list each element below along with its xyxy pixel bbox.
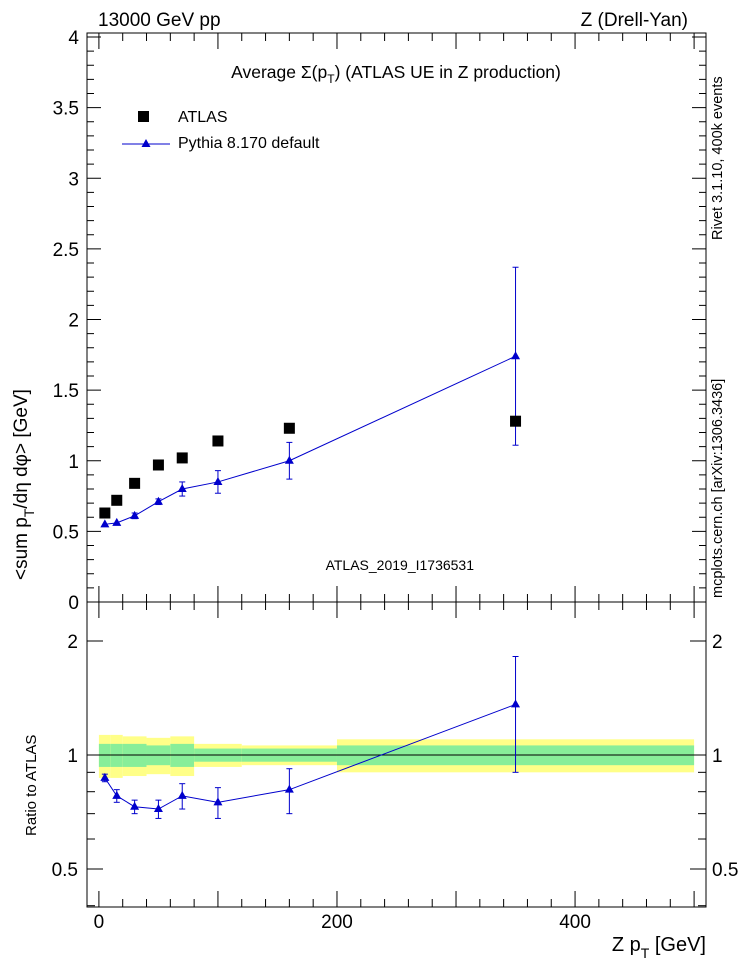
ratio-y-tick-label-right: 1: [712, 746, 723, 767]
main-y-tick-label: 3.5: [53, 99, 79, 120]
main-y-tick-label: 1: [68, 452, 79, 473]
ratio-pythia-point: [130, 801, 140, 810]
atlas-point: [212, 435, 224, 447]
ratio-pythia-point: [100, 772, 110, 781]
atlas-point: [111, 494, 123, 506]
x-tick-label: 0: [94, 912, 105, 933]
pythia-point: [511, 351, 521, 360]
atlas-point: [283, 422, 295, 434]
pythia-line: [104, 355, 516, 525]
ratio-y-tick-label-right: 0.5: [712, 860, 738, 881]
atlas-point: [510, 415, 522, 427]
pythia-point: [177, 484, 187, 492]
x-axis-label: Z pT [GeV]: [612, 934, 706, 961]
ratio-pythia-point: [153, 804, 163, 813]
x-tick-label: 400: [559, 912, 591, 933]
mcplots-label: mcplots.cern.ch [arXiv:1306.3436]: [710, 379, 726, 598]
main-title: Average Σ(pT) (ATLAS UE in Z production): [231, 62, 561, 86]
ratio-y-tick-label: 0.5: [52, 860, 78, 881]
ratio-band: [98, 734, 695, 778]
legend: ATLAS Pythia 8.170 default: [122, 109, 320, 152]
main-y-tick-label: 2.5: [53, 240, 79, 261]
ratio-axes: 0 200 400 0.5 0.5 1 1 2 2: [52, 602, 738, 933]
ratio-marks: [100, 656, 521, 819]
atlas-point: [152, 459, 164, 471]
legend-atlas-marker: [138, 111, 149, 122]
atlas-point: [99, 507, 111, 519]
pythia-point: [284, 455, 294, 464]
main-axes: 0 0.5 1 1.5 2 2.5 3 3.5 4: [53, 28, 706, 614]
ratio-y-tick-label-right: 2: [712, 632, 723, 653]
atlas-point: [129, 477, 141, 489]
main-y-tick-label: 0.5: [53, 522, 79, 543]
legend-pythia-marker: [141, 139, 151, 147]
pythia-point: [153, 496, 163, 505]
ratio-y-tick-label: 2: [67, 632, 78, 653]
ratio-pythia-point: [112, 790, 122, 799]
main-y-tick-label: 3: [68, 169, 79, 190]
main-panel: 0 0.5 1 1.5 2 2.5 3 3.5 4 Average Σ(pT) (ATLAS U…: [11, 28, 707, 614]
pythia-point: [213, 476, 223, 485]
main-y-axis-label: <sum pT/dη dφ> [GeV]: [11, 389, 37, 580]
ratio-pythia-point: [284, 784, 294, 793]
ratio-y-axis-label: Ratio to ATLAS: [23, 735, 40, 836]
ratio-pythia-point: [177, 790, 187, 799]
ratio-y-tick-label: 1: [67, 746, 78, 767]
atlas-point: [176, 452, 188, 464]
process-label: Z (Drell-Yan): [581, 10, 688, 31]
pythia-point: [130, 510, 140, 519]
main-marks: [99, 266, 522, 528]
main-y-tick-label: 4: [68, 28, 79, 49]
x-tick-label: 200: [321, 912, 353, 933]
main-y-tick-label: 2: [68, 311, 79, 332]
main-y-tick-label: 1.5: [53, 381, 79, 402]
ratio-pythia-point: [213, 797, 223, 806]
pythia-point: [112, 517, 122, 526]
energy-label: 13000 GeV pp: [98, 10, 221, 31]
analysis-watermark: ATLAS_2019_I1736531: [326, 557, 475, 573]
ratio-pythia-point: [511, 699, 521, 708]
pythia-point: [100, 519, 110, 528]
legend-pythia-label: Pythia 8.170 default: [178, 135, 320, 152]
main-y-tick-label: 0: [68, 593, 79, 614]
legend-atlas-label: ATLAS: [178, 109, 228, 126]
rivet-label: Rivet 3.1.10, 400k events: [710, 76, 726, 240]
ratio-panel: 0 200 400 0.5 0.5 1 1 2 2 Ratio to ATLAS Z pT [G…: [23, 601, 738, 961]
